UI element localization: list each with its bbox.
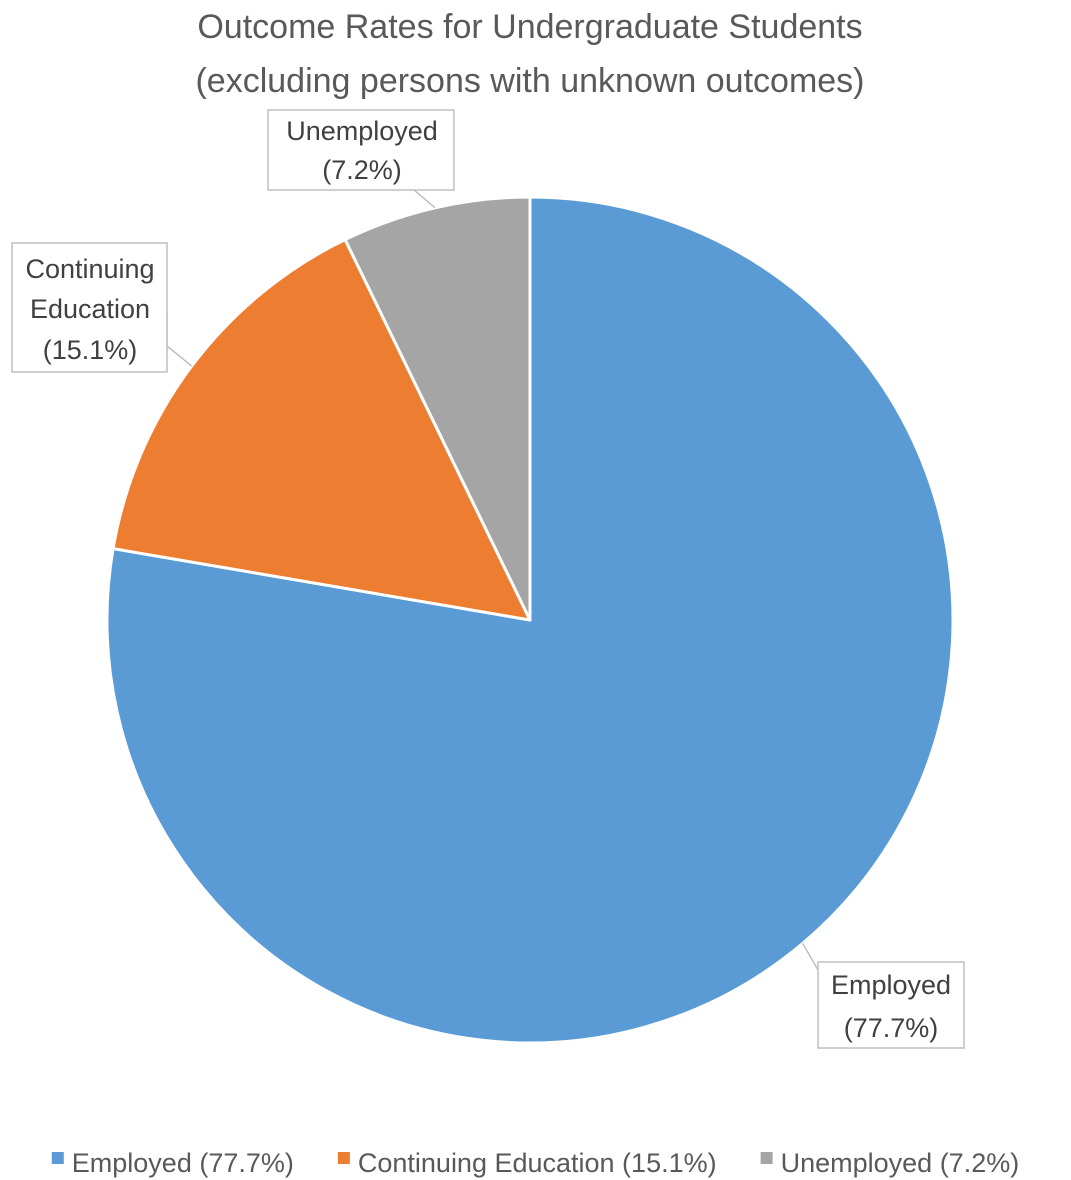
leader-line — [166, 312, 193, 367]
data-label-employed: Employed (77.7%) — [802, 942, 965, 1049]
pie-slice-unemployed — [343, 195, 532, 622]
legend-item-continuing-education: Continuing Education (15.1%) — [337, 1148, 717, 1178]
legend-item-unemployed: Unemployed (7.2%) — [760, 1148, 1020, 1178]
data-label-unemployed: Unemployed (7.2%) — [267, 109, 455, 209]
label-box — [817, 961, 965, 1049]
data-label-line: Continuing — [25, 254, 154, 284]
leader-line — [802, 942, 819, 971]
label-box — [11, 242, 168, 373]
chart-title: Outcome Rates for Undergraduate Students — [197, 8, 862, 46]
data-label-line: Education — [30, 294, 150, 324]
legend-label: Continuing Education (15.1%) — [358, 1148, 717, 1178]
data-label-continuing-education: Continuing Education (15.1%) — [11, 242, 193, 373]
legend-swatch — [51, 1152, 64, 1164]
data-label-line: (15.1%) — [43, 335, 138, 365]
pie-slices — [105, 195, 955, 1045]
chart-subtitle: (excluding persons with unknown outcomes… — [195, 62, 864, 100]
data-label-line: Employed — [831, 970, 951, 1000]
data-label-line: Unemployed — [286, 116, 438, 146]
legend-label: Employed (77.7%) — [72, 1148, 294, 1178]
legend-swatch — [760, 1152, 773, 1164]
label-box — [267, 109, 455, 191]
legend-label: Unemployed (7.2%) — [781, 1148, 1020, 1178]
legend-swatch — [337, 1152, 350, 1164]
legend-item-employed: Employed (77.7%) — [51, 1148, 294, 1178]
data-label-line: (7.2%) — [322, 155, 402, 185]
legend: Employed (77.7%) Continuing Education (15… — [51, 1148, 1020, 1178]
data-labels: Employed (77.7%) Continuing Education (15.1%… — [11, 109, 965, 1049]
data-label-line: (77.7%) — [844, 1013, 939, 1043]
